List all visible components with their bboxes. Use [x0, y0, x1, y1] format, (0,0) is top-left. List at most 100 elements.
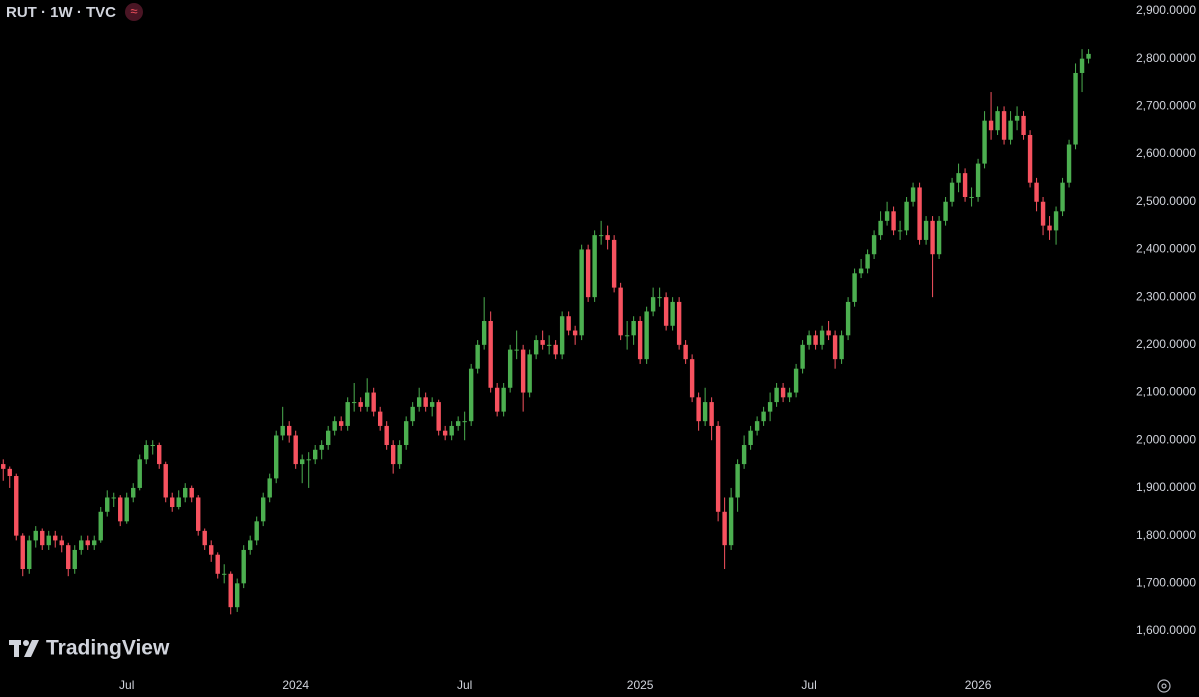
- candle-body: [202, 530, 207, 546]
- candle-body: [248, 540, 253, 550]
- candle-body: [793, 368, 799, 393]
- y-tick-label: 2,000.0000: [1136, 432, 1196, 446]
- candle-body: [715, 425, 721, 512]
- candle-body: [884, 211, 890, 221]
- candle-body: [819, 330, 825, 345]
- candle-body: [274, 435, 279, 479]
- candle-body: [189, 487, 194, 498]
- status-badge: [125, 3, 143, 21]
- candle-body: [618, 287, 623, 336]
- y-tick-label: 1,600.0000: [1136, 623, 1196, 637]
- y-tick-label: 2,500.0000: [1136, 194, 1196, 208]
- candle-body: [7, 468, 12, 477]
- candle-body: [1079, 58, 1085, 73]
- candle-body: [605, 235, 610, 240]
- x-tick-label: 2024: [282, 678, 309, 692]
- candle-body: [1, 464, 6, 469]
- candle-body: [137, 459, 142, 488]
- candle-body: [332, 421, 337, 431]
- candle-body: [66, 545, 71, 570]
- candle-body: [241, 549, 246, 584]
- x-tick-label: 2025: [627, 678, 654, 692]
- y-tick-label: 2,800.0000: [1136, 51, 1196, 65]
- candle-body: [293, 435, 298, 465]
- candle-body: [702, 402, 708, 422]
- candle-body: [488, 320, 493, 388]
- candle-body: [468, 368, 474, 422]
- candle-body: [962, 173, 968, 197]
- candle-body: [170, 497, 175, 508]
- candle-body: [514, 349, 519, 351]
- candle-body: [637, 320, 643, 360]
- settings-icon[interactable]: [1157, 679, 1171, 693]
- candle-body: [787, 392, 792, 398]
- candle-body: [572, 330, 578, 336]
- y-tick-label: 1,700.0000: [1136, 576, 1196, 590]
- candle-body: [813, 335, 818, 345]
- x-tick-label: Jul: [801, 678, 816, 692]
- candle-body: [14, 476, 19, 536]
- candle-body: [878, 220, 883, 236]
- candle-body: [663, 297, 669, 326]
- candle-body: [1027, 134, 1033, 183]
- x-tick-label: Jul: [119, 678, 134, 692]
- candle-body: [306, 459, 311, 461]
- candle-body: [261, 497, 266, 522]
- x-tick-label: Jul: [457, 678, 472, 692]
- candle-body: [741, 445, 747, 465]
- candle-body: [319, 445, 324, 450]
- candle-body: [397, 445, 402, 465]
- candle-body: [429, 402, 435, 407]
- candle-body: [416, 397, 422, 407]
- candle-body: [832, 335, 838, 360]
- candle-body: [533, 340, 539, 355]
- y-tick-label: 2,600.0000: [1136, 146, 1196, 160]
- candle-body: [176, 497, 181, 508]
- candle-body: [1014, 115, 1020, 121]
- candle-body: [650, 297, 656, 312]
- candle-body: [196, 497, 201, 531]
- y-tick-label: 1,900.0000: [1136, 480, 1196, 494]
- candle-body: [917, 187, 922, 240]
- candle-body: [228, 573, 233, 608]
- candle-body: [79, 540, 84, 550]
- candle-body: [494, 387, 500, 412]
- candle-body: [956, 173, 961, 183]
- candle-body: [735, 464, 740, 498]
- candle-body: [520, 349, 526, 393]
- candle-body: [436, 402, 441, 431]
- candle-body: [507, 349, 513, 388]
- candle-body: [410, 406, 415, 422]
- candle-body: [312, 449, 318, 460]
- candle-body: [254, 521, 259, 541]
- candle-body: [423, 397, 428, 407]
- candle-body: [696, 397, 701, 422]
- candle-body: [267, 478, 272, 498]
- candle-body: [566, 316, 571, 331]
- candle-body: [689, 359, 695, 398]
- candle-body: [40, 530, 45, 546]
- candle-body: [501, 387, 506, 412]
- candle-body: [709, 402, 714, 426]
- candle-body: [209, 545, 214, 555]
- status-icon: ≈: [130, 3, 137, 18]
- candle-body: [780, 387, 786, 398]
- candle-body: [144, 445, 149, 460]
- candle-body: [1066, 144, 1072, 183]
- candle-body: [20, 535, 25, 570]
- candle-body: [92, 540, 97, 546]
- candle-body: [215, 554, 220, 574]
- candle-body: [455, 421, 461, 426]
- candle-body: [540, 340, 545, 345]
- candle-body: [579, 249, 584, 336]
- candle-body: [475, 344, 480, 369]
- candle-body: [982, 120, 987, 164]
- candle-body: [462, 421, 467, 423]
- candle-body: [826, 330, 831, 336]
- candle-body: [1086, 53, 1091, 59]
- candle-body: [358, 402, 363, 407]
- candle-body: [839, 335, 844, 360]
- candle-body: [222, 573, 227, 575]
- candle-body: [611, 239, 617, 288]
